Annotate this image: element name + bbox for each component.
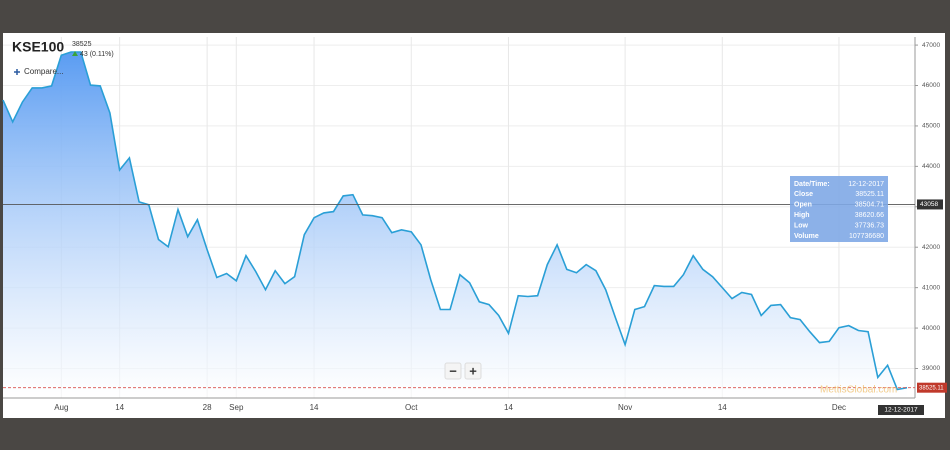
x-tick-label: Nov (618, 403, 632, 412)
crosshair-box (917, 199, 943, 210)
price: 38525 (72, 41, 92, 48)
y-tick-label: 47000 (922, 42, 940, 49)
y-tick-label: 41000 (922, 284, 940, 291)
x-tick-label: Sep (229, 403, 244, 412)
tooltip-key: Open (794, 201, 812, 208)
compare-button[interactable]: Compare... (14, 67, 64, 76)
y-tick-label: 45000 (922, 123, 940, 130)
up-arrow (72, 51, 78, 56)
y-tick-label: 44000 (922, 163, 940, 170)
x-tick-label: 28 (203, 403, 212, 412)
y-tick-label: 39000 (922, 365, 940, 372)
x-tick-label: 14 (115, 403, 124, 412)
tooltip-value: 38504.71 (855, 201, 884, 208)
tooltip-key: High (794, 212, 810, 219)
area-fill (3, 52, 907, 398)
tooltip-value: 37736.73 (855, 222, 884, 229)
x-tick-label: 14 (718, 403, 727, 412)
zoom-label[interactable]: − (449, 363, 457, 378)
change: 43 (0.11%) (80, 51, 114, 58)
price-line (2, 51, 908, 391)
tooltip (790, 176, 888, 242)
tooltip-key: Volume (794, 233, 819, 240)
compare-label[interactable]: Compare... (24, 67, 64, 76)
x-tick-label: 14 (504, 403, 513, 412)
last-value-box (917, 382, 947, 393)
date-label: 12-12-2017 (884, 407, 918, 414)
crosshair-label: 43058 (920, 201, 938, 208)
tooltip-value: 38525.11 (855, 191, 884, 198)
zoom-button[interactable] (464, 362, 482, 380)
tooltip-value: 107736680 (849, 233, 884, 240)
y-tick-label: 40000 (922, 325, 940, 332)
tooltip-key: Close (794, 191, 813, 198)
zoom-button[interactable] (444, 362, 462, 380)
x-tick-label: Dec (832, 403, 846, 412)
tooltip-label: Date/Time: (794, 181, 830, 188)
x-tick-label: 14 (310, 403, 319, 412)
tooltip-key: Low (794, 222, 809, 229)
symbol: KSE100 (12, 39, 64, 55)
last-value-label: 38525.11 (919, 385, 944, 391)
y-tick-label: 46000 (922, 82, 940, 89)
tooltip-value: 38620.66 (855, 212, 884, 219)
x-tick-label: Aug (54, 403, 68, 412)
x-tick-label: Oct (405, 403, 418, 412)
watermark: MettisGlobal.com (820, 385, 897, 396)
tooltip-date: 12-12-2017 (848, 181, 884, 188)
date-box (878, 405, 924, 415)
zoom-label[interactable]: + (469, 363, 477, 378)
y-tick-label: 42000 (922, 244, 940, 251)
